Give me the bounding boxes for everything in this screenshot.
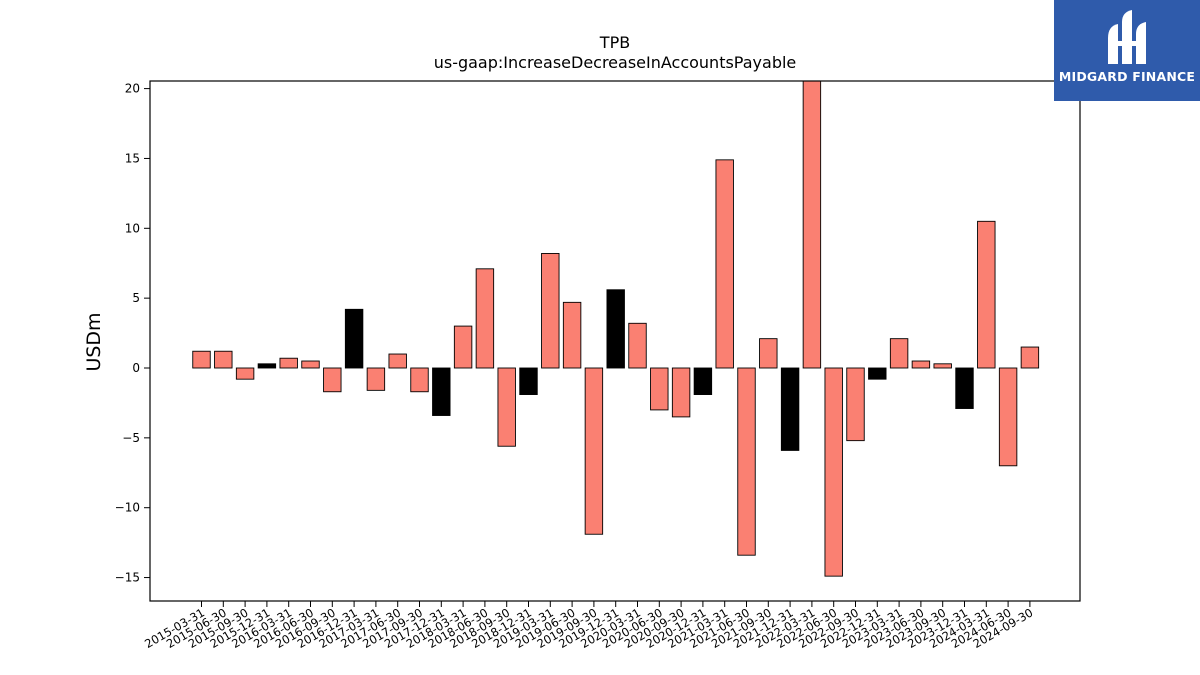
bar <box>911 360 931 369</box>
bar <box>606 289 625 369</box>
bar <box>889 338 909 369</box>
bar <box>410 367 429 393</box>
midgard-finance-logo: MIDGARD FINANCE <box>1054 0 1200 101</box>
bar <box>737 367 756 556</box>
chart-title: TPB <box>599 33 630 52</box>
bar <box>977 220 996 369</box>
chart-subtitle: us-gaap:IncreaseDecreaseInAccountsPayabl… <box>434 53 797 72</box>
bar <box>541 252 560 369</box>
bar <box>562 301 582 369</box>
bar <box>453 325 473 369</box>
bar <box>497 367 516 447</box>
y-tick-label: 15 <box>125 151 140 165</box>
bar <box>192 350 211 369</box>
bar <box>235 367 255 380</box>
bar <box>475 268 495 369</box>
plot-frame <box>149 80 1081 602</box>
bar <box>868 367 887 380</box>
logo-text: MIDGARD FINANCE <box>1058 69 1196 84</box>
bar <box>780 367 800 451</box>
bar <box>366 367 386 391</box>
bar <box>998 367 1018 467</box>
bar <box>257 363 277 369</box>
midgard-logo-icon <box>1108 10 1146 64</box>
y-axis-ticks: −15 −10 −5 0 5 10 15 20 <box>115 82 150 585</box>
bar <box>802 80 822 369</box>
y-axis-label: USDm <box>83 312 105 371</box>
bar <box>933 363 952 369</box>
bar <box>519 367 538 395</box>
bar <box>955 367 974 409</box>
bar <box>279 357 298 369</box>
bar <box>301 360 320 369</box>
bar <box>715 159 734 369</box>
x-axis-ticks: 2015-03-312015-06-302015-09-302015-12-31… <box>142 601 1035 651</box>
bar <box>628 322 647 369</box>
y-tick-label: 10 <box>125 221 140 235</box>
bar <box>214 350 233 369</box>
bar <box>650 367 669 411</box>
bar <box>846 367 865 442</box>
bar <box>671 367 691 418</box>
y-tick-label: 0 <box>132 361 140 375</box>
bar <box>323 367 342 393</box>
bar <box>432 367 451 416</box>
bar <box>584 367 604 535</box>
bar <box>824 367 843 577</box>
bar <box>759 338 778 369</box>
y-tick-label: −5 <box>122 431 140 445</box>
bar <box>344 308 364 369</box>
bar <box>693 367 713 395</box>
bar <box>388 353 407 369</box>
y-tick-label: −10 <box>115 501 140 515</box>
bar <box>1020 346 1040 369</box>
y-tick-label: 20 <box>125 82 140 96</box>
y-tick-label: −15 <box>115 571 140 585</box>
bars-group <box>192 80 1040 577</box>
y-tick-label: 5 <box>132 291 140 305</box>
